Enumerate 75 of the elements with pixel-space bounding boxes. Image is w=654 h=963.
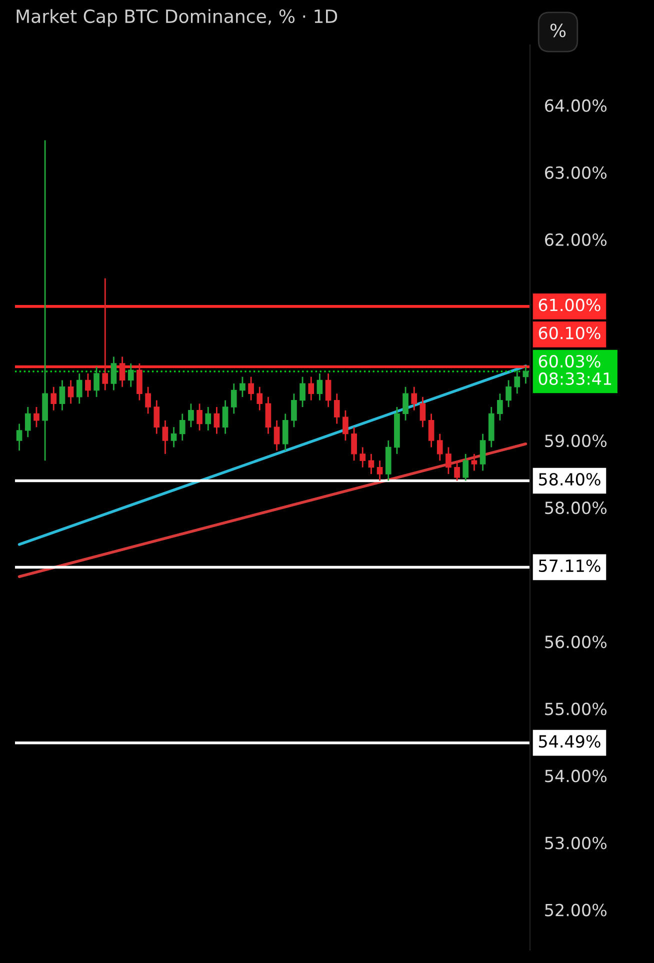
candlestick [274,420,280,452]
candlestick [325,372,332,408]
y-tick-label: 63.00% [545,166,607,179]
y-tick-label: 58.00% [545,502,607,514]
ref-line-label: 60.03% 08:33:41 [538,355,612,386]
ref-line-label: 54.49% [539,735,600,748]
y-tick-label: 52.00% [545,904,607,916]
legend-label: 60.10% [538,326,600,340]
candlestick [222,400,228,435]
y-tick-label: 55.00% [545,702,607,716]
text: % [550,24,566,38]
candlestick [428,413,434,448]
y-tick-label: 64.00% [545,99,607,112]
candlestick [68,379,74,404]
candlestick [162,420,168,455]
candlestick [480,433,486,472]
candlestick [94,366,100,398]
candlestick [471,453,478,472]
candlestick [300,376,306,408]
candlestick [16,423,22,452]
candlestick [205,406,212,432]
candlestick [110,356,117,391]
candlestick [179,413,186,442]
y-tick-label: 62.00% [545,233,607,246]
chart-title: Market Cap BTC Dominance, % · 1D [16,9,338,27]
candlestick [214,406,220,435]
y-tick-label: 59.00% [545,434,607,448]
candlestick [334,392,340,424]
candlestick [196,402,202,432]
candlestick [154,400,160,435]
candlestick [454,460,460,482]
candlestick [42,140,48,462]
ref-line-label: 57.11% [539,559,600,572]
candlestick [368,453,374,475]
candlestick [145,386,151,414]
candlestick [446,446,452,475]
candlestick [342,410,348,442]
ref-line-label: 61.00% [538,298,600,312]
candlestick [462,453,469,482]
candlestick [316,372,323,401]
candlestick [188,402,194,428]
candlestick [76,372,82,404]
y-tick-label: 54.00% [545,770,607,782]
candlestick [436,433,443,462]
candlestick [256,386,263,412]
candlestick [248,376,254,401]
candlestick [506,379,512,408]
candlestick [170,426,177,448]
candlestick [128,362,134,388]
candlestick [24,406,31,438]
candlestick [282,413,288,452]
candlestick [376,460,383,482]
candlestick [402,386,408,422]
y-tick-label: 56.00% [545,636,607,648]
candlestick [102,278,108,391]
candlestick [411,386,418,412]
ref-line-label: 58.40% [539,472,600,486]
candlestick [119,356,126,388]
candlestick [522,366,529,384]
candlestick [351,426,357,462]
candlestick [59,379,66,412]
candlestick [308,376,314,401]
y-tick-label: 53.00% [545,836,607,850]
candlestick [497,392,503,422]
candlestick [85,372,91,398]
candlestick [230,382,237,414]
candlestick [265,396,272,435]
candlestick [50,386,57,412]
candlestick [34,406,40,428]
candlestick [291,392,297,428]
candlestick [136,362,142,401]
candlestick [360,446,366,468]
candlestick [514,369,520,394]
candlestick [420,396,426,428]
candlestick [240,376,246,398]
